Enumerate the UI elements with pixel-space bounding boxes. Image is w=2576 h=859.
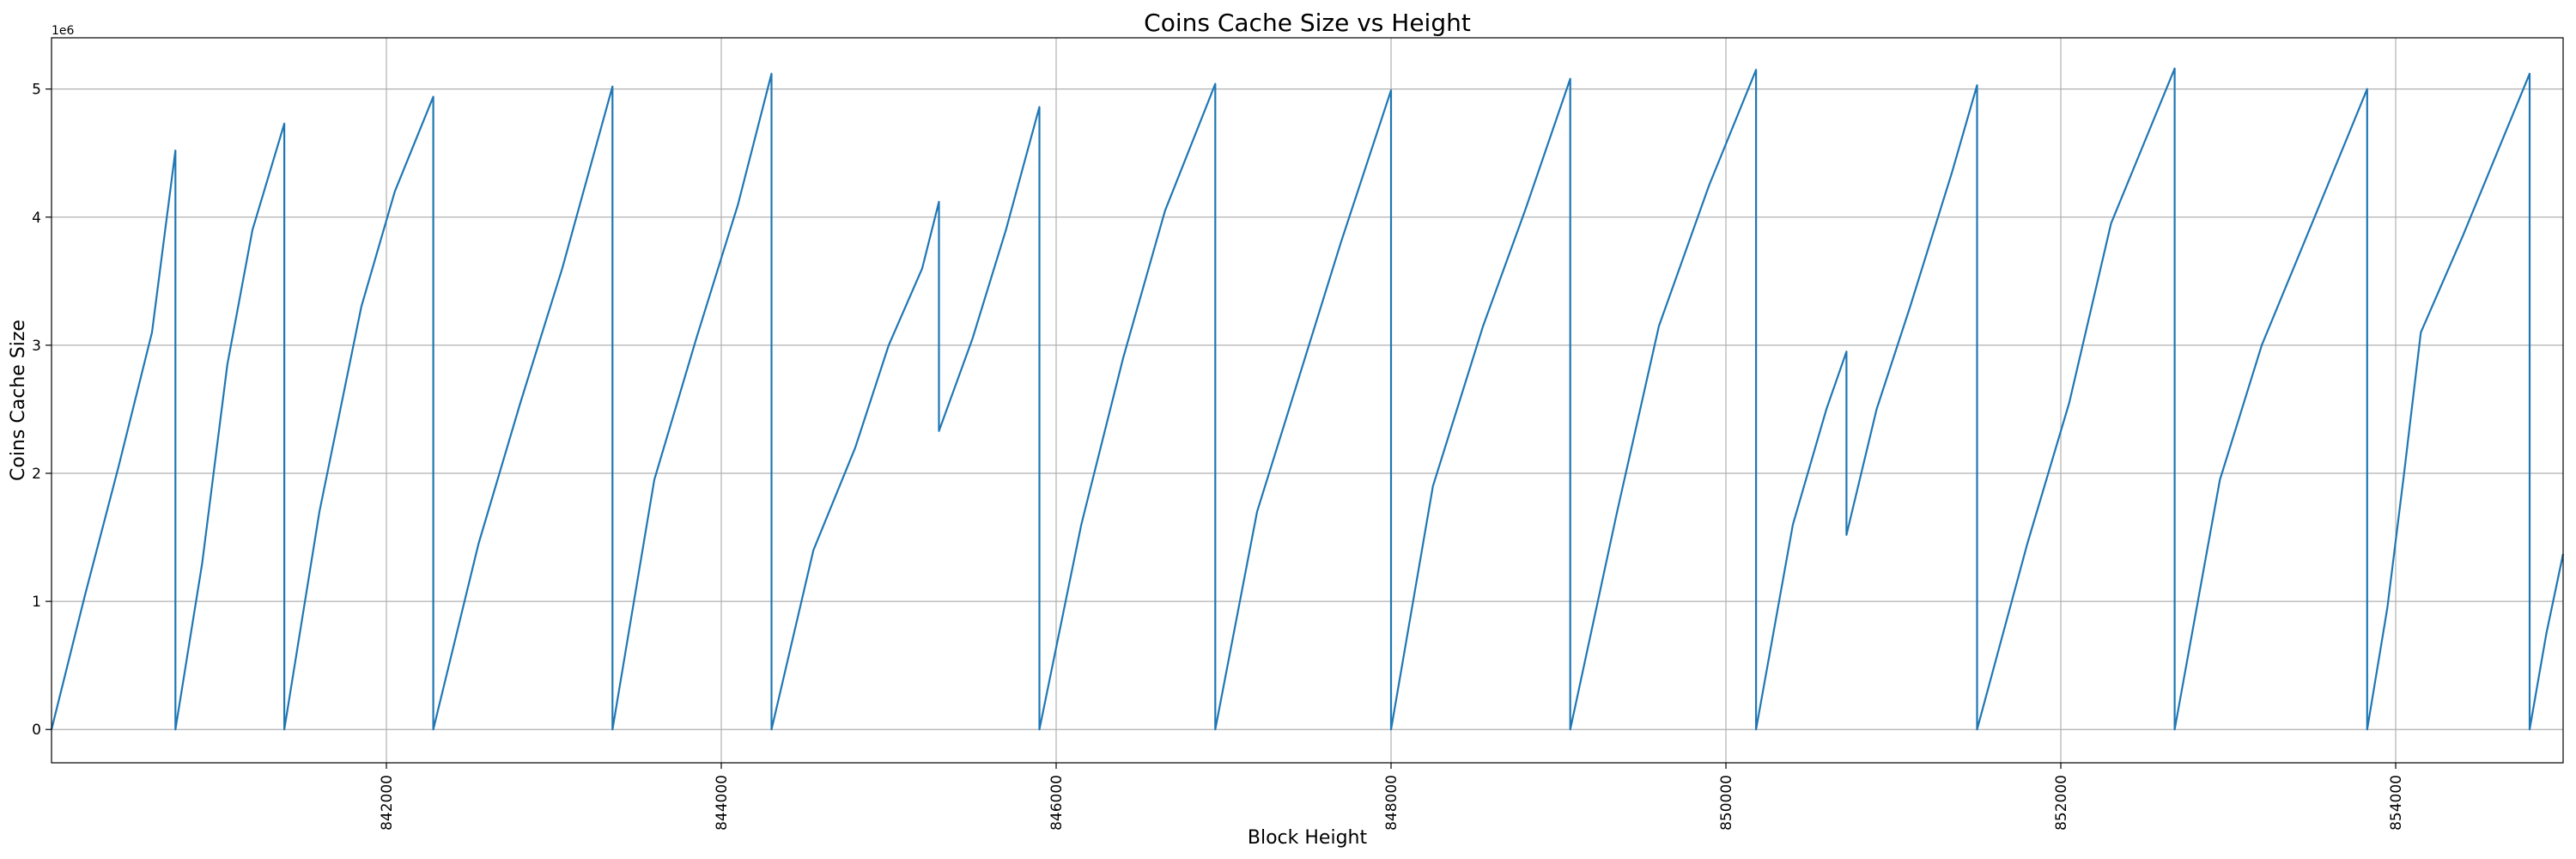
grid xyxy=(52,38,2563,763)
x-tick-label: 848000 xyxy=(1383,775,1400,831)
series-layer xyxy=(50,67,2565,731)
x-tick-label: 850000 xyxy=(1718,775,1735,831)
y-axis-label: Coins Cache Size xyxy=(8,320,29,481)
x-tick-label: 842000 xyxy=(379,775,396,831)
ticks: 842000 844000 846000 848000 850000 852000 8540… xyxy=(32,82,2405,831)
x-tick-label: 852000 xyxy=(2053,775,2070,831)
plot-frame xyxy=(51,37,2564,764)
y-tick-label: 4 xyxy=(32,210,41,227)
series-line xyxy=(50,67,2565,731)
x-tick-label: 854000 xyxy=(2388,775,2405,831)
chart-title: Coins Cache Size vs Height xyxy=(1144,9,1471,37)
y-tick-label: 1 xyxy=(32,594,41,611)
x-tick-label: 846000 xyxy=(1048,775,1066,831)
x-tick-label: 844000 xyxy=(714,775,731,831)
y-tick-label: 3 xyxy=(32,338,41,355)
y-offset-text: 1e6 xyxy=(52,24,75,38)
y-tick-label: 2 xyxy=(32,466,41,483)
y-tick-label: 0 xyxy=(32,722,41,739)
x-axis-label: Block Height xyxy=(1248,827,1368,849)
y-tick-label: 5 xyxy=(32,82,41,99)
